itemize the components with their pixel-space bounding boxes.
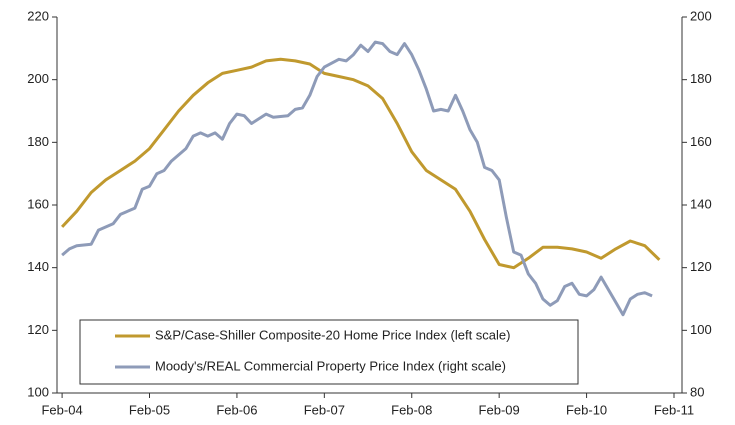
x-tick-label: Feb-10 [566,402,607,417]
x-tick-label: Feb-04 [41,402,82,417]
series-line [61,57,661,270]
y-tick-label: 200 [27,71,49,86]
x-tick-label: Feb-11 [654,402,694,417]
y-tick-label: 100 [27,384,49,399]
y-tick-label: 180 [27,134,49,149]
y-tick-label: 160 [27,196,49,211]
y-tick-label: 220 [27,8,49,23]
x-tick-label: Feb-05 [129,402,170,417]
legend-label: Moody's/REAL Commercial Property Price I… [155,358,506,373]
y-tick-label: 140 [27,259,49,274]
y2-tick-label: 200 [690,8,712,23]
y2-tick-label: 140 [690,196,712,211]
x-tick-label: Feb-08 [391,402,432,417]
y2-tick-label: 100 [690,322,712,337]
legend-label: S&P/Case-Shiller Composite-20 Home Price… [155,327,510,342]
x-tick-label: Feb-09 [479,402,520,417]
legend-box [79,319,579,385]
series-line [61,40,653,317]
y2-tick-label: 160 [690,134,712,149]
y2-tick-label: 180 [690,71,712,86]
x-tick-label: Feb-07 [304,402,345,417]
x-tick-label: Feb-06 [216,402,257,417]
y-tick-label: 120 [27,322,49,337]
y2-tick-label: 80 [690,384,704,399]
y2-tick-label: 120 [690,259,712,274]
